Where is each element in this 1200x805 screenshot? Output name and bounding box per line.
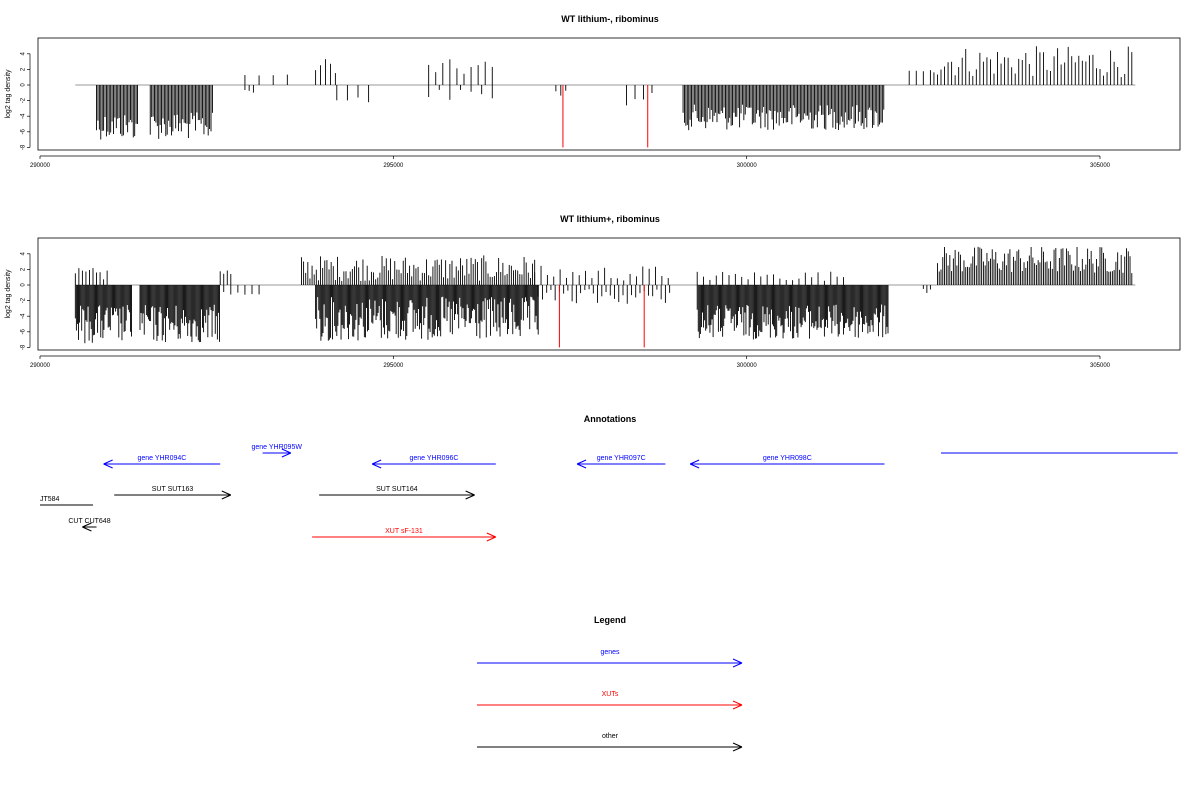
annotation-arrow xyxy=(312,532,497,542)
x-tick-label: 295000 xyxy=(383,163,404,169)
x-tick-label: 300000 xyxy=(737,363,758,369)
annotation-arrow xyxy=(114,490,232,500)
legend-title: Legend xyxy=(594,615,626,625)
annotation-arrow xyxy=(689,459,885,469)
legend-arrow xyxy=(477,700,743,710)
legend-panel: Legend genes XUTs other xyxy=(477,615,743,752)
x-tick-label: 290000 xyxy=(30,163,51,169)
legend-label: XUTs xyxy=(602,691,619,698)
annotation-arrow xyxy=(262,448,292,458)
y-tick-label: -2 xyxy=(21,97,27,103)
legend-arrow xyxy=(477,742,743,752)
panel-2-title: WT lithium+, ribominus xyxy=(560,214,660,224)
legend-label: other xyxy=(602,733,619,740)
panel-lithium-minus: WT lithium-, ribominus log2 tag density … xyxy=(5,14,1181,169)
annotation-label: gene YHR094C xyxy=(137,455,186,462)
annotation-label: gene YHR096C xyxy=(410,455,459,462)
annotations-title: Annotations xyxy=(584,414,637,424)
panel-1-frame xyxy=(37,37,1181,151)
panel-lithium-plus: WT lithium+, ribominus log2 tag density … xyxy=(5,214,1181,369)
y-tick-label: -6 xyxy=(21,128,27,134)
annotation-label: JT584 xyxy=(40,496,60,503)
x-tick-label: 295000 xyxy=(383,363,404,369)
panel-2-bars xyxy=(74,246,1136,348)
y-tick-label: 2 xyxy=(21,267,27,271)
panel-2-frame xyxy=(37,237,1181,351)
y-tick-label: -8 xyxy=(21,344,27,350)
annotation-features: gene YHR094C gene YHR095W gene YHR096C gene… xyxy=(40,444,1178,542)
panel-1-ylabel: log2 tag density xyxy=(5,69,12,119)
panel-1-bars xyxy=(75,46,1136,148)
x-tick-label: 290000 xyxy=(30,363,51,369)
panel-1-axes: 4 2 0 -2 -4 -6 -8 290000 295000 300000 305000 xyxy=(21,51,1111,169)
legend-label: genes xyxy=(600,649,620,656)
annotation-label: gene YHR098C xyxy=(763,455,812,462)
x-tick-label: 300000 xyxy=(737,163,758,169)
annotation-arrow xyxy=(576,459,666,469)
y-tick-label: 0 xyxy=(21,283,27,287)
x-tick-label: 305000 xyxy=(1090,363,1111,369)
legend-arrow xyxy=(477,658,743,668)
y-tick-label: -8 xyxy=(21,144,27,150)
annotation-arrow xyxy=(371,459,496,469)
y-tick-label: 2 xyxy=(21,67,27,71)
annotation-label: CUT CUT648 xyxy=(68,518,110,525)
annotation-arrow xyxy=(103,459,221,469)
panel-1-title: WT lithium-, ribominus xyxy=(561,14,659,24)
annotation-arrow xyxy=(319,490,475,500)
y-tick-label: 0 xyxy=(21,83,27,87)
legend-items: genes XUTs other xyxy=(477,649,743,752)
y-tick-label: 4 xyxy=(21,51,27,55)
x-tick-label: 305000 xyxy=(1090,163,1111,169)
panel-2-ylabel: log2 tag density xyxy=(5,269,12,319)
y-tick-label: -4 xyxy=(21,113,27,119)
annotation-label: SUT SUT163 xyxy=(152,486,194,493)
annotation-label: gene YHR097C xyxy=(597,455,646,462)
y-tick-label: -6 xyxy=(21,328,27,334)
panel-2-axes: 4 2 0 -2 -4 -6 -8 290000 295000 300000 305000 xyxy=(21,251,1111,369)
annotation-label: XUT sF-131 xyxy=(385,528,423,535)
y-tick-label: -2 xyxy=(21,297,27,303)
annotation-label: SUT SUT164 xyxy=(376,486,418,493)
y-tick-label: -4 xyxy=(21,313,27,319)
annotation-arrow xyxy=(82,522,97,532)
annotation-label: gene YHR095W xyxy=(251,444,302,451)
y-tick-label: 4 xyxy=(21,251,27,255)
